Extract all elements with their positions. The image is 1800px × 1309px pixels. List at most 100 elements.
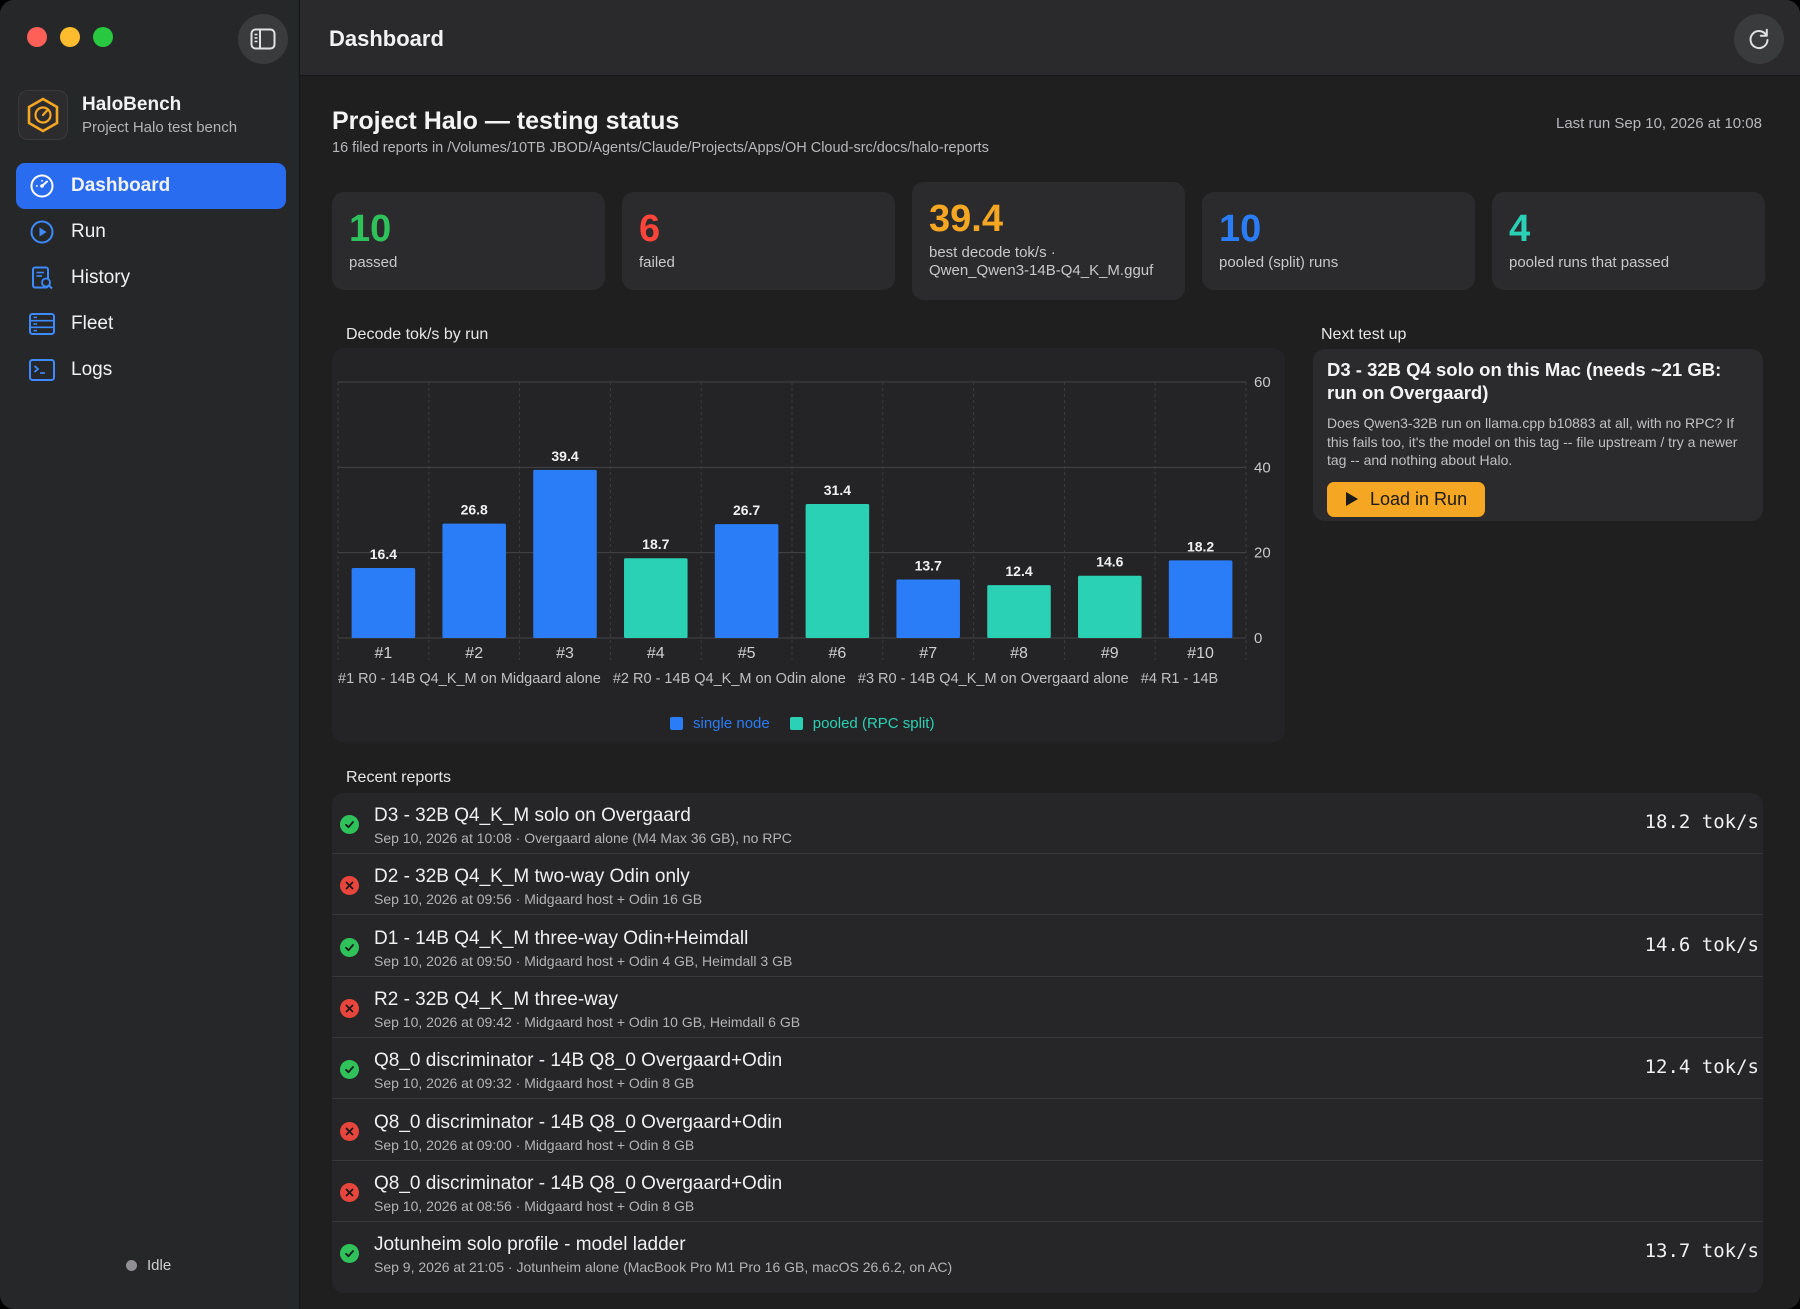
report-row[interactable]: Jotunheim solo profile - model ladder Sep… bbox=[332, 1222, 1763, 1283]
report-meta: Sep 10, 2026 at 09:00 · Midgaard host + … bbox=[374, 1136, 695, 1153]
report-row[interactable]: D2 - 32B Q4_K_M two-way Odin only Sep 10,… bbox=[332, 854, 1763, 916]
chart-bar bbox=[351, 568, 416, 638]
server-rack-icon bbox=[28, 310, 56, 338]
report-row[interactable]: Q8_0 discriminator - 14B Q8_0 Overgaard+… bbox=[332, 1100, 1763, 1161]
report-meta: Sep 10, 2026 at 09:50 · Midgaard host + … bbox=[374, 952, 793, 969]
report-tok-rate: 12.4 tok/s bbox=[1644, 1056, 1759, 1079]
sidebar-item-label: Run bbox=[71, 221, 106, 242]
report-row[interactable]: D3 - 32B Q4_K_M solo on Overgaard Sep 10,… bbox=[332, 793, 1763, 854]
stat-label: pooled (split) runs bbox=[1219, 254, 1339, 271]
bar-value-label: 14.6 bbox=[1096, 554, 1123, 570]
zoom-window-button[interactable] bbox=[93, 27, 113, 47]
refresh-button[interactable] bbox=[1734, 14, 1784, 64]
x-tick-label: #4 bbox=[647, 645, 665, 662]
report-title: Q8_0 discriminator - 14B Q8_0 Overgaard+… bbox=[374, 1111, 783, 1133]
legend-swatch bbox=[670, 717, 683, 730]
stat-value: 10 bbox=[349, 208, 392, 250]
stat-value: 4 bbox=[1509, 208, 1531, 250]
load-in-run-label: Load in Run bbox=[1370, 488, 1468, 509]
stat-value: 39.4 bbox=[929, 198, 1003, 240]
report-tok-rate: 14.6 tok/s bbox=[1644, 933, 1759, 956]
y-tick-label: 20 bbox=[1254, 545, 1271, 562]
chart-bar bbox=[442, 523, 506, 638]
report-row[interactable]: Q8_0 discriminator - 14B Q8_0 Overgaard+… bbox=[332, 1161, 1763, 1222]
chart-bar bbox=[533, 469, 597, 638]
bar-value-label: 31.4 bbox=[824, 482, 851, 498]
stat-card-pooled-passed: 4 pooled runs that passed bbox=[1492, 192, 1765, 290]
x-tick-label: #8 bbox=[1010, 645, 1028, 662]
sidebar-toggle-button[interactable] bbox=[238, 14, 288, 64]
chart-caption: #1 R0 - 14B Q4_K_M on Midgaard alone #2 … bbox=[338, 671, 1218, 687]
sidebar-item-fleet[interactable]: Fleet bbox=[16, 301, 286, 347]
bar-value-label: 12.4 bbox=[1005, 563, 1032, 579]
stat-card-pooled-runs: 10 pooled (split) runs bbox=[1202, 192, 1475, 290]
stat-label: pooled runs that passed bbox=[1509, 254, 1670, 271]
sidebar-item-logs[interactable]: Logs bbox=[16, 347, 286, 393]
report-title: R2 - 32B Q4_K_M three-way bbox=[374, 988, 618, 1010]
sidebar-item-label: Fleet bbox=[71, 313, 114, 334]
report-title: Jotunheim solo profile - model ladder bbox=[374, 1234, 686, 1256]
stat-label: failed bbox=[639, 254, 675, 271]
sidebar-item-run[interactable]: Run bbox=[16, 209, 286, 255]
sidebar: HaloBench Project Halo test bench Dashbo… bbox=[0, 0, 300, 1309]
report-tok-rate: 18.2 tok/s bbox=[1644, 811, 1759, 833]
checkmark-icon bbox=[340, 815, 359, 834]
report-title: D3 - 32B Q4_K_M solo on Overgaard bbox=[374, 805, 691, 826]
report-meta: Sep 10, 2026 at 10:08 · Overgaard alone … bbox=[374, 830, 792, 846]
gauge-icon bbox=[28, 172, 56, 200]
reports-section-label: Recent reports bbox=[346, 769, 451, 786]
decode-chart: 0 20 40 60 16.4 #1 26.8 #2 39.4 #3 18.7 #4 26.7 #5 31.… bbox=[337, 374, 1271, 687]
brand-subtitle: Project Halo test bench bbox=[82, 119, 238, 136]
legend-item-single: single node bbox=[670, 715, 770, 732]
x-mark-icon bbox=[340, 998, 359, 1018]
document-search-icon bbox=[28, 264, 56, 292]
report-row[interactable]: Q8_0 discriminator - 14B Q8_0 Overgaard+… bbox=[332, 1038, 1763, 1100]
bar-value-label: 18.7 bbox=[642, 536, 669, 552]
brand: HaloBench Project Halo test bench bbox=[18, 90, 237, 140]
report-row[interactable]: R2 - 32B Q4_K_M three-way Sep 10, 2026 at… bbox=[332, 977, 1763, 1038]
status-dot bbox=[126, 1260, 137, 1271]
toolbar: Dashboard bbox=[300, 0, 1800, 76]
x-tick-label: #6 bbox=[829, 645, 847, 662]
report-title: Q8_0 discriminator - 14B Q8_0 Overgaard+… bbox=[374, 1172, 783, 1194]
report-meta: Sep 9, 2026 at 21:05 · Jotunheim alone (… bbox=[374, 1259, 953, 1276]
stat-card-best-decode: 39.4 best decode tok/s · Qwen_Qwen3-14B-… bbox=[912, 182, 1185, 300]
report-meta: Sep 10, 2026 at 09:56 · Midgaard host + … bbox=[374, 891, 703, 908]
chart-card: 0 20 40 60 16.4 #1 26.8 #2 39.4 #3 18.7 #4 26.7 #5 31.… bbox=[332, 348, 1285, 742]
x-tick-label: #5 bbox=[738, 645, 756, 662]
sidebar-item-history[interactable]: History bbox=[16, 255, 286, 301]
status-indicator: Idle bbox=[126, 1257, 171, 1274]
chart-bar bbox=[987, 585, 1051, 638]
chart-bar bbox=[1078, 575, 1142, 638]
report-meta: Sep 10, 2026 at 08:56 · Midgaard host + … bbox=[374, 1197, 695, 1214]
y-tick-label: 60 bbox=[1254, 374, 1271, 391]
close-window-button[interactable] bbox=[27, 27, 47, 47]
page-title: Project Halo — testing status bbox=[332, 107, 680, 135]
report-row[interactable]: D1 - 14B Q4_K_M three-way Odin+Heimdall S… bbox=[332, 916, 1763, 977]
checkmark-icon bbox=[340, 1244, 359, 1264]
stat-value: 6 bbox=[639, 208, 661, 250]
report-tok-rate: 13.7 tok/s bbox=[1644, 1240, 1759, 1263]
next-test-title: D3 - 32B Q4 solo on this Mac (needs ~21 … bbox=[1327, 359, 1722, 403]
last-run-timestamp: Last run Sep 10, 2026 at 10:08 bbox=[1556, 115, 1762, 132]
chart-bar bbox=[805, 504, 870, 638]
load-in-run-button[interactable]: Load in Run bbox=[1327, 481, 1486, 517]
checkmark-icon bbox=[340, 937, 359, 957]
report-meta: Sep 10, 2026 at 09:42 · Midgaard host + … bbox=[374, 1013, 801, 1030]
legend-item-pooled: pooled (RPC split) bbox=[789, 715, 935, 732]
sidebar-nav: Dashboard Run History Fleet bbox=[16, 163, 286, 393]
y-tick-label: 0 bbox=[1254, 630, 1262, 647]
x-tick-label: #2 bbox=[465, 645, 483, 662]
report-title: Q8_0 discriminator - 14B Q8_0 Overgaard+… bbox=[374, 1050, 783, 1072]
main-content: Project Halo — testing status 16 filed r… bbox=[300, 77, 1800, 1309]
chart-bar bbox=[624, 558, 688, 638]
minimize-window-button[interactable] bbox=[60, 27, 80, 47]
sidebar-item-dashboard[interactable]: Dashboard bbox=[16, 163, 286, 209]
legend-label: pooled (RPC split) bbox=[812, 715, 935, 732]
legend-label: single node bbox=[693, 715, 770, 732]
checkmark-icon bbox=[340, 1060, 359, 1080]
status-text: Idle bbox=[147, 1257, 172, 1274]
play-icon bbox=[1346, 492, 1358, 506]
bar-value-label: 39.4 bbox=[551, 448, 578, 464]
